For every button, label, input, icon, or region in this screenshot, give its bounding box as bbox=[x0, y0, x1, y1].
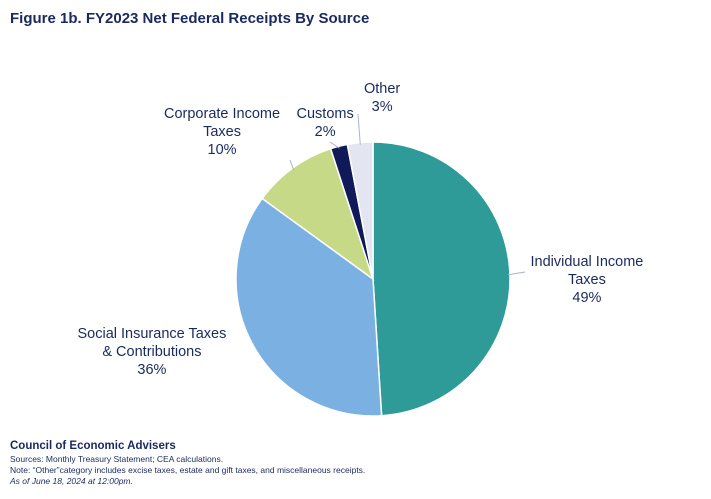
slice-name-line: & Contributions bbox=[102, 344, 202, 360]
sources-note: Sources: Monthly Treasury Statement; CEA… bbox=[10, 454, 224, 464]
slice-name-line: Taxes bbox=[203, 124, 241, 140]
leader-line-2 bbox=[289, 159, 295, 170]
leader-lines bbox=[251, 113, 526, 345]
slice-name-line: Corporate Income bbox=[164, 106, 281, 122]
slice-name-line: Taxes bbox=[567, 272, 606, 288]
pie-slice-2 bbox=[261, 147, 375, 281]
as-of-timestamp: As of June 18, 2024 at 12:00pm. bbox=[10, 476, 133, 486]
pie-slices bbox=[235, 141, 511, 417]
leader-line-1 bbox=[251, 341, 256, 345]
slice-percent-label: 36% bbox=[137, 362, 167, 378]
slice-percent-label: 3% bbox=[371, 99, 393, 115]
leader-line-3 bbox=[329, 141, 340, 149]
slice-percent-label: 49% bbox=[572, 290, 602, 306]
slice-label-0: Individual Income Taxes 49% bbox=[531, 253, 644, 307]
slice-label-4: Other 3% bbox=[364, 80, 400, 116]
other-category-note: Note: “Other”category includes excise ta… bbox=[10, 465, 366, 475]
slice-label-1: Social Insurance Taxes & Contributions 36% bbox=[78, 325, 227, 379]
source-organization: Council of Economic Advisers bbox=[10, 440, 176, 452]
slice-percent-label: 10% bbox=[207, 142, 237, 158]
slice-percent-label: 2% bbox=[314, 124, 336, 140]
chart-title: Figure 1b. FY2023 Net Federal Receipts B… bbox=[10, 10, 370, 27]
slice-name-line: Social Insurance Taxes bbox=[77, 326, 227, 342]
slice-name-line: Individual Income bbox=[530, 254, 644, 270]
leader-line-0 bbox=[507, 271, 526, 276]
chart-footer: Council of Economic Advisers Sources: Mo… bbox=[10, 440, 700, 487]
slice-label-3: Customs 2% bbox=[297, 105, 354, 141]
slice-label-2: Corporate Income Taxes 10% bbox=[164, 105, 280, 159]
pie-slice-0 bbox=[372, 141, 511, 417]
slice-name-line: Other bbox=[364, 81, 401, 97]
pie-slice-1 bbox=[235, 197, 383, 417]
slice-name-line: Customs bbox=[296, 106, 354, 122]
leader-line-4 bbox=[357, 113, 361, 145]
